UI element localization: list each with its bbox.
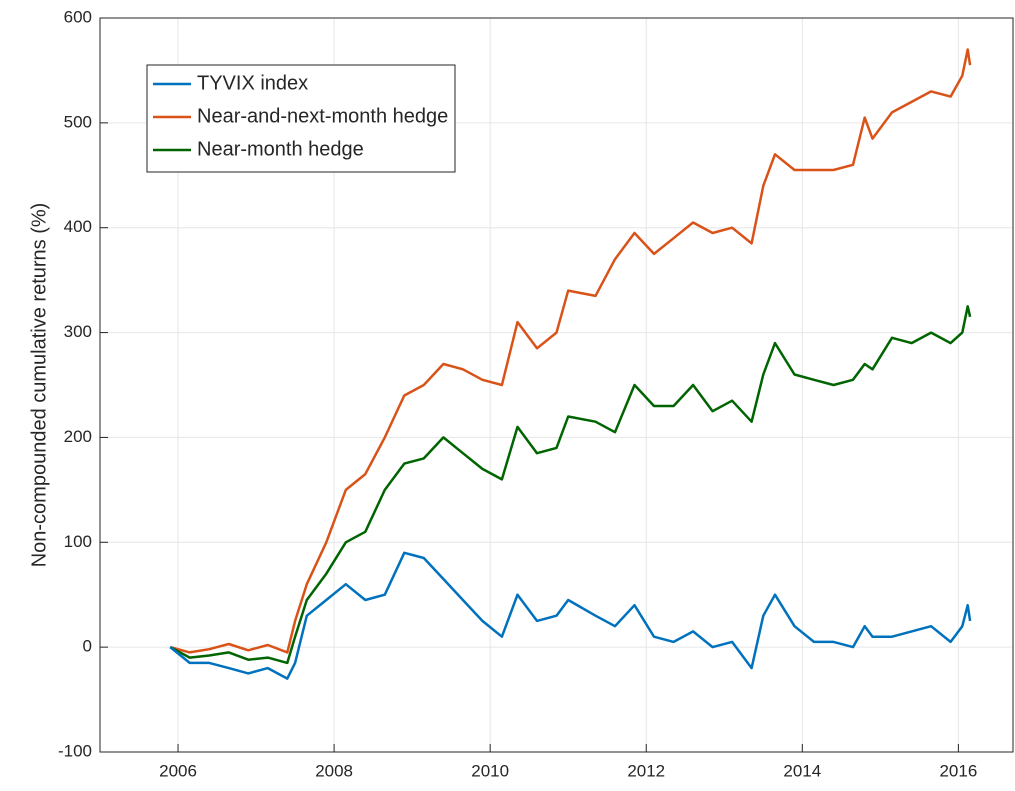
y-tick-label: 300 <box>64 322 92 341</box>
y-tick-label: 400 <box>64 217 92 236</box>
x-tick-label: 2006 <box>159 761 197 780</box>
y-tick-label: 500 <box>64 112 92 131</box>
y-axis-label: Non-compounded cumulative returns (%) <box>28 203 50 568</box>
x-tick-label: 2016 <box>939 761 977 780</box>
line-series <box>169 48 972 654</box>
legend-label: Near-month hedge <box>197 138 364 160</box>
y-tick-label: -100 <box>58 741 92 760</box>
y-tick-label: 200 <box>64 427 92 446</box>
legend-label: TYVIX index <box>197 72 308 94</box>
y-tick-label: 0 <box>83 637 92 656</box>
line-series <box>169 305 972 665</box>
y-tick-label: 600 <box>64 7 92 26</box>
x-tick-label: 2008 <box>315 761 353 780</box>
y-tick-label: 100 <box>64 532 92 551</box>
x-tick-label: 2010 <box>471 761 509 780</box>
x-tick-label: 2014 <box>783 761 821 780</box>
line-series <box>169 551 972 680</box>
axes-box <box>99 17 1014 753</box>
x-tick-label: 2012 <box>627 761 665 780</box>
legend-label: Near-and-next-month hedge <box>197 105 448 127</box>
legend-box <box>146 64 456 173</box>
legend: TYVIX index Near-and-next-month hedge Near… <box>146 64 456 173</box>
